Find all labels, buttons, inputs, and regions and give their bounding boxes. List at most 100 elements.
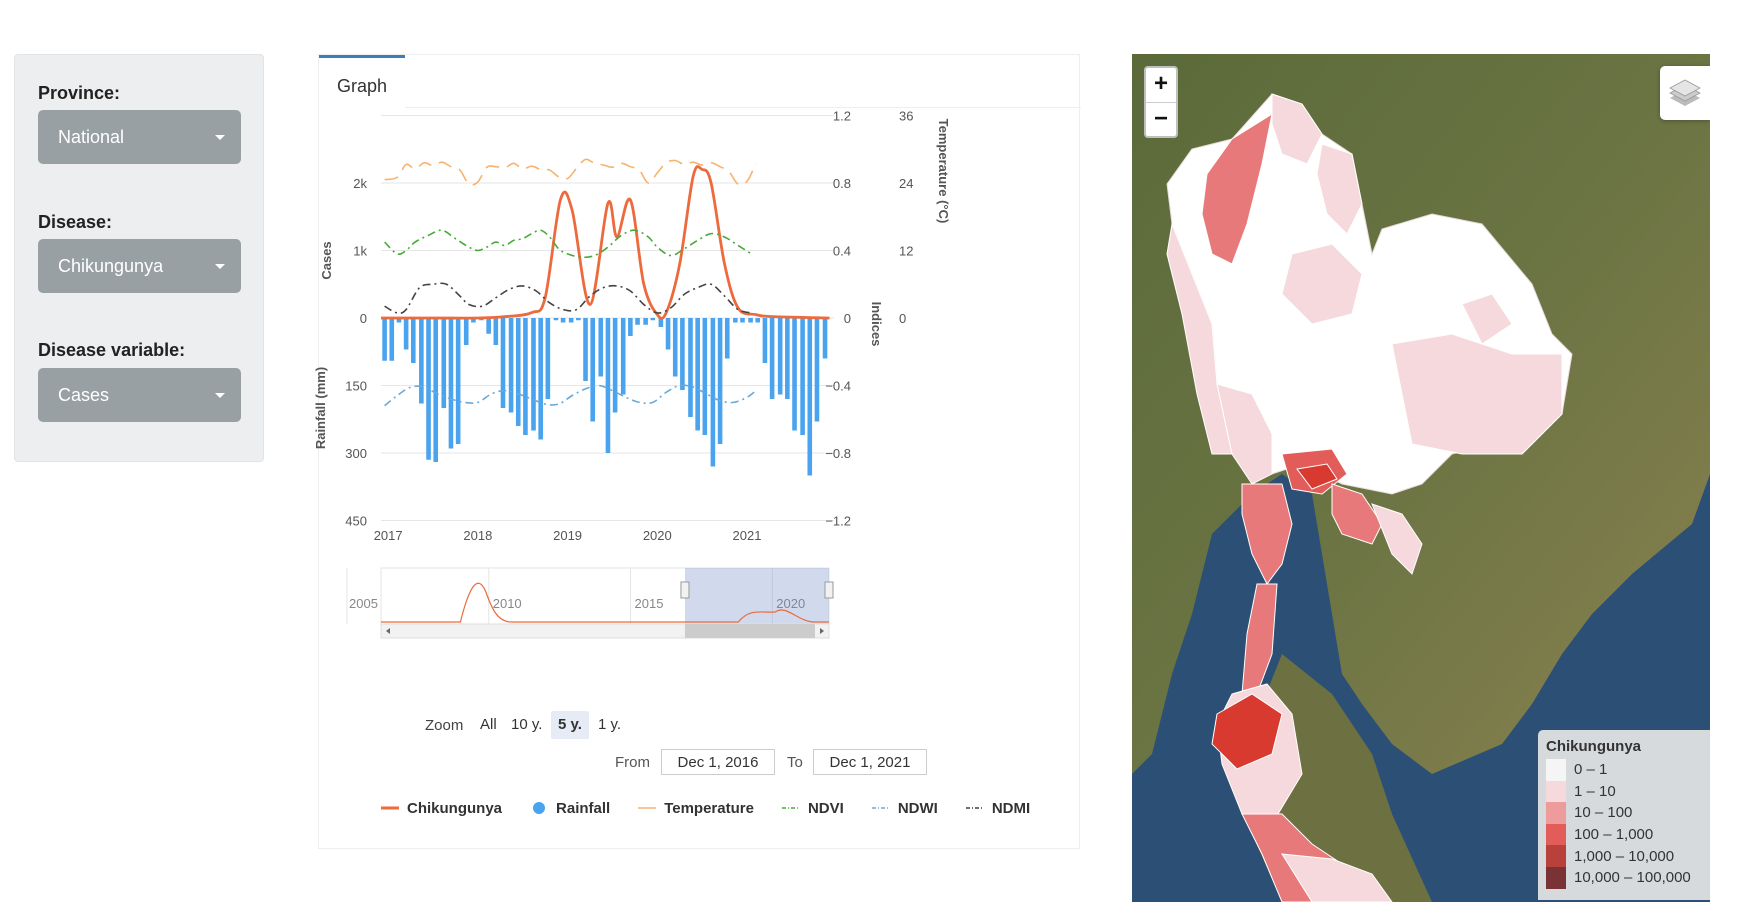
legend-item-ndwi[interactable]: NDWI	[871, 800, 938, 817]
province-select[interactable]: National	[38, 110, 241, 164]
rainfall-bar[interactable]	[382, 318, 387, 361]
rainfall-bar[interactable]	[672, 318, 678, 377]
rainfall-bar[interactable]	[800, 318, 805, 435]
temperature-line[interactable]	[384, 158, 757, 186]
ndvi-line[interactable]	[384, 229, 752, 259]
legend-item-chikungunya[interactable]: Chikungunya	[381, 800, 502, 817]
rainfall-bar[interactable]	[500, 318, 506, 408]
to-date-input[interactable]: Dec 1, 2021	[813, 749, 927, 775]
rainfall-bar[interactable]	[515, 318, 521, 426]
rainfall-bar[interactable]	[710, 318, 716, 467]
rainfall-bar[interactable]	[785, 318, 790, 399]
legend-item-temperature[interactable]: Temperature	[638, 800, 754, 817]
rainfall-bar[interactable]	[553, 318, 559, 321]
rainfall-bar[interactable]	[410, 318, 416, 363]
navigator-selection[interactable]	[684, 568, 829, 624]
scroll-left-icon[interactable]	[386, 628, 390, 634]
zoom-in-button[interactable]: +	[1153, 70, 1168, 97]
rainfall-bar[interactable]	[441, 318, 447, 408]
zoom-button[interactable]: All	[480, 716, 497, 733]
rainfall-bar[interactable]	[403, 318, 409, 350]
rainfall-bar[interactable]	[717, 318, 723, 444]
navigator-handle[interactable]	[824, 581, 834, 599]
rainfall-bar[interactable]	[688, 318, 693, 417]
zoom-button[interactable]: 5 y.	[551, 711, 589, 739]
rainfall-bar[interactable]	[463, 318, 469, 345]
region-west[interactable]	[1216, 383, 1273, 485]
scroll-right-icon[interactable]	[820, 628, 824, 634]
rainfall-bar[interactable]	[762, 318, 768, 363]
zoom-out-button[interactable]: −	[1153, 105, 1168, 132]
navigator-scrollbar-thumb[interactable]	[684, 624, 815, 638]
rainfall-bar[interactable]	[448, 318, 454, 449]
rainfall-bar[interactable]	[471, 318, 476, 323]
rainfall-bar[interactable]	[396, 318, 402, 323]
ndmi-line[interactable]	[384, 282, 752, 315]
rainfall-bar[interactable]	[628, 318, 633, 336]
legend-item-rainfall[interactable]: Rainfall	[530, 800, 610, 817]
rainfall-bar[interactable]	[807, 318, 813, 476]
disease-select[interactable]: Chikungunya	[38, 239, 241, 293]
legend-item-ndvi[interactable]: NDVI	[781, 800, 844, 817]
rainfall-bar[interactable]	[755, 318, 761, 323]
rainfall-bar[interactable]	[590, 318, 595, 422]
rainfall-bar[interactable]	[612, 318, 618, 413]
rainfall-bar[interactable]	[560, 318, 566, 323]
rainfall-bar[interactable]	[695, 318, 700, 431]
rainfall-bar[interactable]	[583, 318, 588, 381]
rainfall-bar[interactable]	[777, 318, 783, 395]
rainfall-bar[interactable]	[493, 318, 499, 345]
region-northwest[interactable]	[1166, 222, 1233, 455]
region-east-trat[interactable]	[1371, 503, 1423, 575]
region-west-coast[interactable]	[1241, 483, 1293, 585]
rainfall-bar[interactable]	[538, 318, 543, 440]
region-nakhon-si-thammarat[interactable]	[1211, 693, 1283, 770]
from-date-input[interactable]: Dec 1, 2016	[661, 749, 775, 775]
chikungunya-line[interactable]	[381, 165, 830, 320]
region-isan-east[interactable]	[1461, 293, 1513, 345]
region-central-north[interactable]	[1281, 243, 1363, 325]
rainfall-bar[interactable]	[598, 318, 604, 377]
ndwi-line[interactable]	[384, 384, 757, 407]
rainfall-bar[interactable]	[419, 318, 424, 404]
tab-graph[interactable]: Graph	[319, 55, 405, 107]
region-deep-south[interactable]	[1281, 853, 1393, 902]
region-mae-hong-son[interactable]	[1201, 112, 1273, 265]
rainfall-bar[interactable]	[433, 318, 439, 462]
rainfall-bar[interactable]	[455, 318, 461, 444]
zoom-button[interactable]: 10 y.	[511, 716, 543, 733]
rainfall-bar[interactable]	[643, 318, 648, 325]
rainfall-bar[interactable]	[658, 318, 664, 327]
rainfall-bar[interactable]	[605, 318, 611, 453]
rainfall-bar[interactable]	[635, 318, 640, 325]
rainfall-bar[interactable]	[576, 318, 581, 321]
region-east-coast[interactable]	[1331, 483, 1383, 545]
legend-item-ndmi[interactable]: NDMI	[965, 800, 1030, 817]
region-chiang-rai[interactable]	[1271, 93, 1323, 165]
rainfall-bar[interactable]	[620, 318, 626, 395]
rainfall-bar[interactable]	[545, 318, 551, 399]
navigator-handle[interactable]	[680, 581, 690, 599]
rainfall-bar[interactable]	[650, 318, 656, 321]
rainfall-bar[interactable]	[702, 318, 708, 435]
layers-button[interactable]	[1660, 66, 1710, 120]
rainfall-bar[interactable]	[531, 318, 536, 431]
rainfall-bar[interactable]	[508, 318, 514, 413]
rainfall-bar[interactable]	[814, 318, 820, 422]
thailand-choropleth[interactable]	[1166, 93, 1573, 902]
rainfall-bar[interactable]	[389, 318, 395, 361]
disease-variable-select[interactable]: Cases	[38, 368, 241, 422]
rainfall-bar[interactable]	[724, 318, 730, 359]
rainfall-bar[interactable]	[680, 318, 685, 390]
zoom-button[interactable]: 1 y.	[598, 716, 622, 733]
map[interactable]: + − Chikungunya 0 – 1 1 – 10 10 – 100 100 –…	[1132, 54, 1710, 902]
region-bangkok-core[interactable]	[1296, 463, 1338, 490]
rainfall-bar[interactable]	[568, 318, 574, 323]
rainfall-bar[interactable]	[486, 318, 491, 334]
rainfall-bar[interactable]	[822, 318, 828, 359]
rainfall-bar[interactable]	[748, 318, 753, 323]
rainfall-bar[interactable]	[769, 318, 775, 399]
rainfall-bar[interactable]	[665, 318, 671, 350]
rainfall-bar[interactable]	[426, 318, 431, 460]
rainfall-bar[interactable]	[792, 318, 797, 431]
